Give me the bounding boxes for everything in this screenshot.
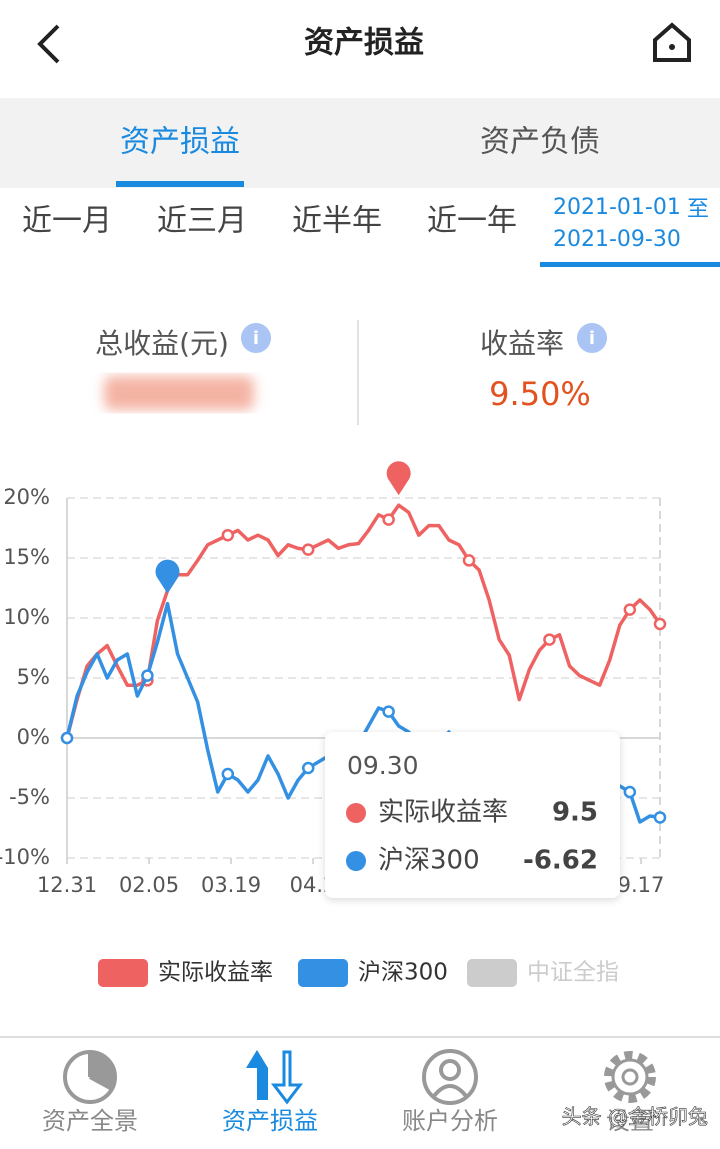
point	[382, 705, 395, 718]
legend-swatch[interactable]	[98, 959, 148, 987]
point	[301, 761, 315, 775]
legend-label: 实际收益率	[158, 960, 273, 986]
point	[141, 669, 154, 682]
max-pin	[155, 559, 180, 594]
tooltip: 09.30 实际收益率 9.5 沪深300 -6.62	[325, 732, 620, 898]
nav-label[interactable]: 设置	[606, 1107, 654, 1135]
legend: 实际收益率 沪深300 中证全指	[98, 959, 619, 987]
period[interactable]: 近一月	[22, 204, 112, 239]
tooltip-title: 09.30	[347, 751, 419, 780]
date-end[interactable]: 2021-09-30	[553, 227, 681, 252]
total-label: 总收益(元)	[95, 327, 229, 360]
date-start[interactable]: 2021-01-01	[553, 195, 681, 220]
blurred-amount	[104, 376, 254, 410]
nav-label[interactable]: 账户分析	[402, 1107, 498, 1135]
point	[653, 811, 667, 824]
svg-text:i: i	[253, 328, 259, 349]
y-tick-label: 10%	[3, 605, 50, 629]
max-pin	[386, 461, 411, 496]
y-tick-label: 20%	[3, 485, 50, 509]
nav-icon[interactable]	[422, 1049, 478, 1105]
nav-label[interactable]: 资产损益	[222, 1107, 318, 1135]
tab[interactable]: 资产负债	[480, 125, 600, 160]
tooltip-value: 9.5	[552, 798, 598, 828]
nav-icon[interactable]	[604, 1051, 656, 1103]
point	[382, 513, 395, 526]
info-icon[interactable]: i	[577, 323, 607, 353]
y-tick-label: 15%	[3, 545, 50, 569]
period[interactable]: 近一年	[427, 204, 517, 239]
legend-swatch[interactable]	[467, 959, 517, 987]
legend-swatch[interactable]	[298, 959, 348, 987]
y-tick-label: 0%	[17, 725, 50, 749]
svg-text:i: i	[589, 328, 595, 349]
point	[221, 528, 235, 542]
back-button[interactable]	[37, 24, 60, 64]
date-sep: 至	[687, 197, 709, 222]
point	[623, 603, 637, 616]
line	[65, 503, 662, 739]
nav-label[interactable]: 资产全景	[42, 1107, 138, 1135]
watermark: 头条 @金桥卯兔	[562, 1105, 708, 1129]
info-icon[interactable]: i	[241, 323, 271, 353]
y-tick-label: 5%	[17, 665, 50, 689]
date-indicator	[540, 262, 720, 267]
tab-indicator	[116, 181, 244, 187]
x-tick-label: 9.17	[618, 873, 665, 897]
legend-label: 中证全指	[527, 960, 619, 986]
rate-label: 收益率	[480, 327, 564, 360]
y-tick-label: -5%	[9, 785, 50, 809]
legend-label: 沪深300	[358, 960, 448, 986]
point	[60, 731, 74, 745]
tab-bar	[0, 98, 720, 188]
nav-icon[interactable]	[63, 1050, 117, 1104]
tooltip-series: 沪深300	[378, 846, 480, 876]
tooltip-box	[325, 732, 620, 898]
point	[221, 767, 235, 781]
nav-icon[interactable]	[246, 1050, 304, 1105]
tooltip-series: 实际收益率	[378, 798, 508, 828]
point	[543, 633, 556, 646]
tooltip-dot	[346, 803, 366, 823]
period[interactable]: 近三月	[157, 204, 247, 239]
tab[interactable]: 资产损益	[120, 125, 240, 160]
page-title: 资产损益	[304, 26, 424, 61]
y-tick-label: -10%	[0, 845, 50, 869]
tooltip-value: -6.62	[523, 846, 598, 876]
period[interactable]: 近半年	[292, 204, 382, 239]
point	[623, 785, 637, 799]
point	[301, 543, 315, 556]
rate-value: 9.50%	[489, 375, 591, 413]
tooltip-dot	[346, 851, 366, 871]
home-button[interactable]	[653, 22, 691, 62]
point	[462, 554, 476, 567]
x-tick-label: 02.05	[119, 873, 179, 897]
x-tick-label: 03.19	[201, 873, 261, 897]
point	[653, 617, 667, 631]
x-tick-label: 12.31	[37, 873, 97, 897]
